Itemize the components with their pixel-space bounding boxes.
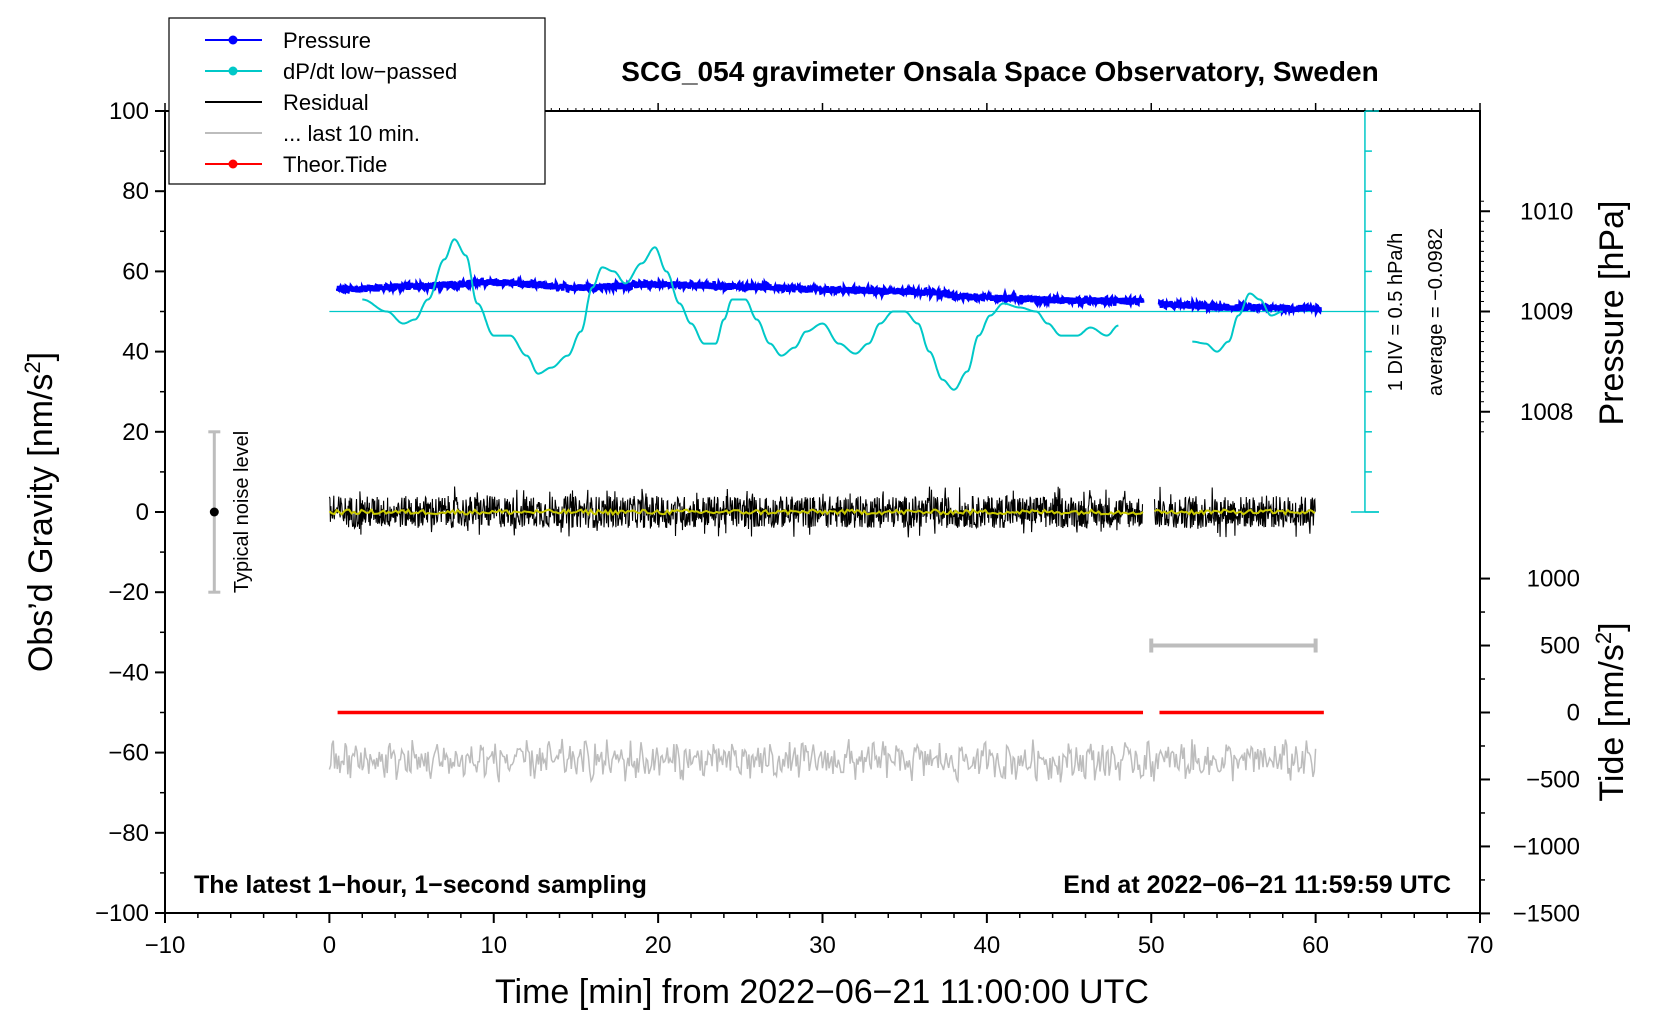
x-tick-label: 30: [809, 932, 836, 959]
x-tick-label: 0: [323, 932, 336, 959]
dpdt-series-line: [1192, 292, 1283, 353]
annotation-bottom-left: The latest 1−hour, 1−second sampling: [194, 871, 647, 899]
y-axis-title-left-end: ]: [22, 352, 60, 361]
y-tick-label: 100: [109, 98, 149, 125]
y-tick-label: 40: [122, 339, 149, 366]
x-tick-label: 20: [645, 932, 672, 959]
tide-tick-label: 1000: [1527, 566, 1580, 593]
x-tick-label: 60: [1302, 932, 1329, 959]
legend-swatch-marker: [228, 35, 238, 45]
noise-bar-center: [209, 507, 219, 517]
y-axis-title-tide-main: Tide [nm/s: [1593, 644, 1631, 801]
y-tick-label: 0: [136, 499, 149, 526]
legend-label: Theor.Tide: [283, 152, 387, 177]
y-tick-label: 80: [122, 178, 149, 205]
dpdt-series-line: [362, 238, 1119, 391]
legend-swatch-marker: [228, 66, 238, 76]
y-tick-label: −80: [108, 820, 149, 847]
pressure-tick-label: 1010: [1520, 198, 1573, 225]
y-axis-title-left-main: Obs’d Gravity [nm/s: [22, 374, 60, 673]
tide-tick-label: −1000: [1513, 833, 1580, 860]
x-axis-title: Time [min] from 2022−06−21 11:00:00 UTC: [495, 973, 1149, 1011]
y-axis-title-tide-end: ]: [1593, 622, 1631, 631]
pressure-tick-label: 1008: [1520, 399, 1573, 426]
x-tick-label: 40: [974, 932, 1001, 959]
legend-label: Residual: [283, 90, 369, 115]
legend-swatch-marker: [228, 159, 238, 169]
ticks-layer: −10 0 10 20 30 40 50 60 70−100−80−60−40−20020406…: [95, 98, 1580, 959]
x-tick-label: 10: [480, 932, 507, 959]
x-tick-label: 70: [1467, 932, 1494, 959]
legend-label: Pressure: [283, 28, 371, 53]
data-layer: [208, 110, 1379, 784]
tide-tick-label: −1500: [1513, 900, 1580, 927]
residual-smoothed-line: [1154, 508, 1316, 516]
legend-items: Pressure dP/dt low−passed Residual ... last…: [205, 28, 457, 177]
pressure-series-line: [1157, 295, 1322, 318]
y-axis-title-tide: Tide [nm/s2]: [1591, 622, 1632, 801]
annotation-bottom-right: End at 2022−06−21 11:59:59 UTC: [1063, 871, 1451, 899]
last10-series-line: [328, 738, 1317, 784]
x-tick-label: −10: [145, 932, 186, 959]
y-tick-label: 20: [122, 419, 149, 446]
y-axis-title-pressure: Pressure [hPa]: [1593, 201, 1631, 426]
x-tick-label: 50: [1138, 932, 1165, 959]
y-tick-label: −100: [95, 900, 149, 927]
residual-smoothed-line: [328, 507, 1144, 517]
y-tick-label: 60: [122, 258, 149, 285]
y-axis-title-left-sup: 2: [20, 361, 45, 373]
pressure-tick-label: 1009: [1520, 299, 1573, 326]
y-axis-title-left: Obs’d Gravity [nm/s2]: [20, 352, 61, 672]
chart-title: SCG_054 gravimeter Onsala Space Observat…: [621, 56, 1378, 87]
y-axis-title-tide-sup: 2: [1591, 632, 1616, 644]
noise-level-label: Typical noise level: [231, 431, 253, 593]
tide-tick-label: 0: [1567, 700, 1580, 727]
y-tick-label: −60: [108, 740, 149, 767]
dpdt-div-label: 1 DIV = 0.5 hPa/h: [1385, 233, 1407, 391]
dpdt-average-label: average = −0.0982: [1425, 228, 1447, 396]
tide-tick-label: 500: [1540, 633, 1580, 660]
legend-label: dP/dt low−passed: [283, 59, 457, 84]
residual-series-line: [328, 486, 1144, 538]
y-tick-label: −40: [108, 659, 149, 686]
tide-tick-label: −500: [1526, 766, 1580, 793]
legend: Pressure dP/dt low−passed Residual ... last…: [168, 17, 546, 185]
y-tick-label: −20: [108, 579, 149, 606]
legend-label: ... last 10 min.: [283, 121, 420, 146]
